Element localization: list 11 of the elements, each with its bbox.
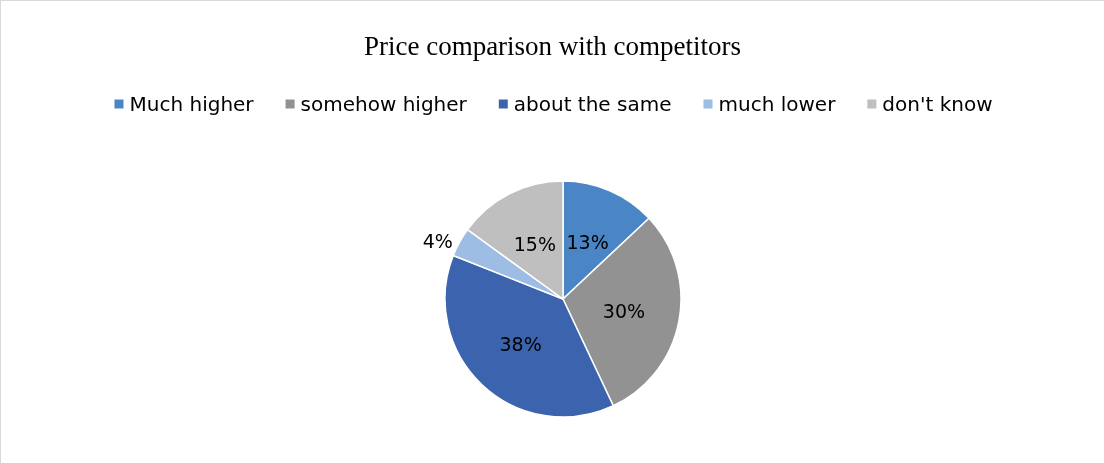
data-label: 30%	[602, 299, 646, 322]
legend-label: about the same	[513, 92, 672, 116]
data-label: 4%	[422, 230, 453, 253]
data-label: 38%	[499, 333, 542, 356]
legend-label: don't know	[882, 92, 993, 116]
legend-label: somehow higher	[300, 92, 468, 116]
data-label: 15%	[513, 232, 556, 255]
legend-label: much lower	[718, 92, 837, 116]
data-label: 13%	[566, 231, 609, 254]
chart-title: Price comparison with competitors	[363, 30, 742, 61]
legend-label: Much higher	[129, 92, 255, 116]
